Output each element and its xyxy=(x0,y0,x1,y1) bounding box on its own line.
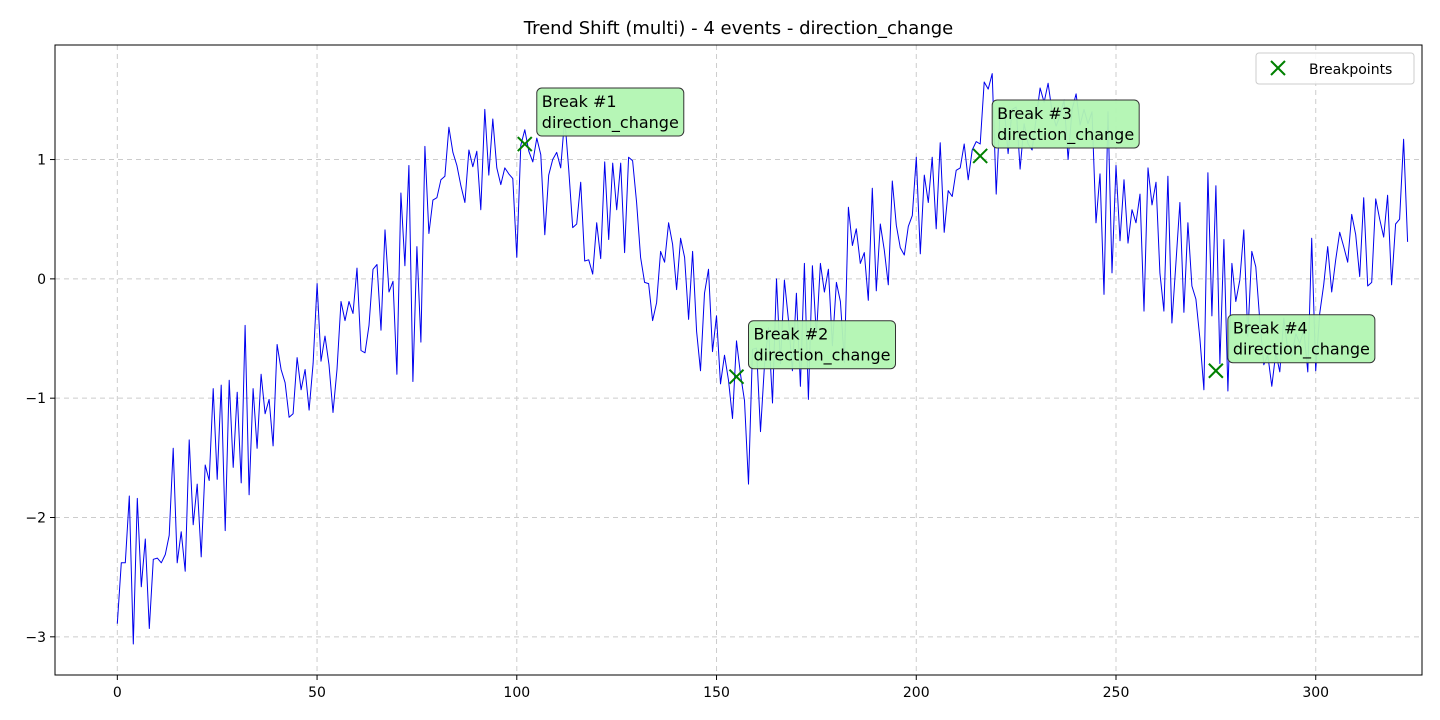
breakpoint-marker-2 xyxy=(728,368,745,385)
annotation-label-line1: Break #3 xyxy=(997,104,1072,123)
breakpoint-annotation-1: Break #1 direction_change xyxy=(536,87,685,137)
x-tick-label: 250 xyxy=(1103,685,1130,701)
breakpoint-annotation-2: Break #2 direction_change xyxy=(748,320,897,370)
annotation-box xyxy=(1227,314,1376,364)
x-tick-label: 100 xyxy=(503,685,530,701)
series-layer xyxy=(116,73,1409,645)
annotation-label-line2: direction_change xyxy=(997,125,1134,145)
breakpoint-marker-4 xyxy=(1208,363,1224,379)
x-tick-label: 300 xyxy=(1302,685,1329,701)
x-tick-label: 150 xyxy=(703,685,730,701)
y-tick-label: −1 xyxy=(25,391,46,407)
plot-area-frame xyxy=(54,44,1423,676)
breakpoint-annotation-4: Break #4 direction_change xyxy=(1227,314,1376,364)
breakpoint-marker-1 xyxy=(517,136,533,152)
x-tick-label: 0 xyxy=(113,685,122,701)
annotation-label-line1: Break #4 xyxy=(1233,319,1308,338)
annotation-label-line1: Break #2 xyxy=(754,325,829,344)
y-tick-label: 1 xyxy=(37,153,46,169)
x-tick-label: 50 xyxy=(308,685,326,701)
legend-box xyxy=(1255,52,1415,85)
chart-title: Trend Shift (multi) - 4 events - directi… xyxy=(523,18,954,39)
annotation-label-line2: direction_change xyxy=(1233,340,1370,360)
grid-layer xyxy=(55,45,1422,675)
breakpoint-layer xyxy=(517,136,1224,385)
breakpoint-marker-3 xyxy=(972,148,988,164)
annotation-box xyxy=(536,87,685,137)
legend-label: Breakpoints xyxy=(1309,62,1392,78)
y-tick-label: −2 xyxy=(25,511,46,527)
legend-marker-icon xyxy=(1270,60,1286,76)
annotation-label-line2: direction_change xyxy=(542,113,679,133)
x-tick-label: 200 xyxy=(903,685,930,701)
annotation-label-line1: Break #1 xyxy=(542,92,617,111)
y-tick-label: 0 xyxy=(37,272,46,288)
tick-layer: 0 50 100 150 200 250 300 −3 −2 −1 0 1 xyxy=(25,153,1329,701)
breakpoint-annotation-3: Break #3 direction_change xyxy=(991,99,1140,149)
annotation-label-line2: direction_change xyxy=(754,346,891,366)
series-line xyxy=(116,73,1409,645)
legend: Breakpoints xyxy=(1255,52,1415,85)
annotation-layer: Break #1 direction_change Break #2 directio… xyxy=(536,87,1376,370)
annotation-box xyxy=(748,320,897,370)
y-tick-label: −3 xyxy=(25,630,46,646)
annotation-box xyxy=(991,99,1140,149)
